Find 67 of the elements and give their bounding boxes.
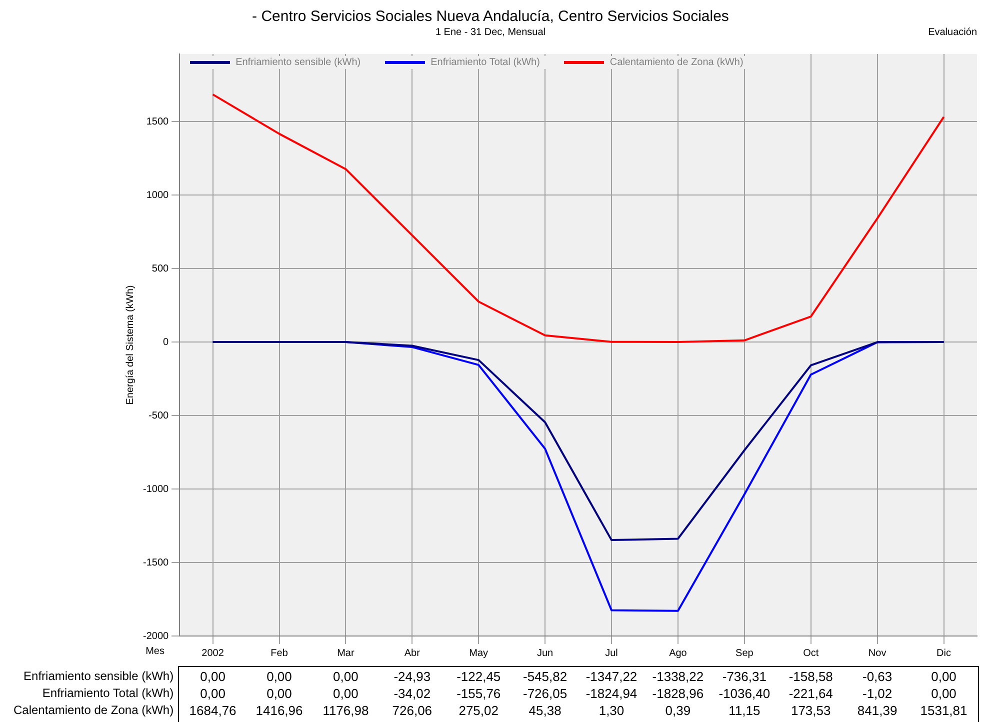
x-tick-label: Dic <box>936 648 951 659</box>
x-tick-label: May <box>469 648 488 659</box>
y-axis-title: Energía del Sistema (kWh) <box>124 285 136 405</box>
data-label: -736,31 <box>722 669 766 684</box>
data-label: 841,39 <box>857 703 898 718</box>
legend-label: Calentamiento de Zona (kWh) <box>608 57 744 68</box>
data-label: 45,38 <box>528 703 562 718</box>
y-tick-label: 500 <box>152 263 170 274</box>
data-label: -34,02 <box>394 686 431 701</box>
data-label: 1,30 <box>598 703 624 718</box>
x-tick-label: Sep <box>736 648 754 659</box>
x-tick-label: Oct <box>803 648 819 659</box>
data-label: -158,58 <box>788 669 833 684</box>
data-label: -726,05 <box>523 686 568 701</box>
text: Enfriamiento sensible (kWh) <box>24 669 174 683</box>
data-label: 0,00 <box>333 669 358 684</box>
text: Enfriamiento Total (kWh) <box>42 686 174 700</box>
data-label: -1338,22 <box>652 669 704 684</box>
x-tick-label: Jul <box>605 648 618 659</box>
legend-label: Enfriamiento sensible (kWh) <box>234 57 361 68</box>
data-label: -1824,94 <box>586 686 638 701</box>
data-label: 0,00 <box>266 669 292 684</box>
data-label: -0,63 <box>862 669 892 684</box>
x-tick-label: Feb <box>270 648 288 659</box>
x-tick-label: Nov <box>868 648 886 659</box>
data-label: -122,45 <box>456 669 501 684</box>
data-label: 275,02 <box>458 703 498 718</box>
x-tick-label: Ago <box>669 648 688 659</box>
data-label: -545,82 <box>523 669 568 684</box>
y-tick-label: 1000 <box>146 190 170 201</box>
y-tick-label: -1000 <box>143 484 170 495</box>
data-label: 0,00 <box>200 686 226 701</box>
data-label: 173,53 <box>790 703 831 718</box>
x-tick-label: 2002 <box>202 648 224 659</box>
chart-subtitle: 1 Ene - 31 Dec, Mensual <box>435 27 546 38</box>
x-tick-label: Jun <box>537 648 554 659</box>
data-label: 0,00 <box>333 686 358 701</box>
data-label: 1684,76 <box>189 703 236 718</box>
data-label: -1347,22 <box>586 669 638 684</box>
data-label: 1416,96 <box>256 703 303 718</box>
data-label: 0,00 <box>931 686 956 701</box>
data-label: -155,76 <box>456 686 501 701</box>
data-label: 0,39 <box>665 703 691 718</box>
x-tick-label: Abr <box>404 648 421 659</box>
y-tick-label: 1500 <box>146 116 170 128</box>
y-tick-label: -500 <box>148 410 170 422</box>
data-label: 726,06 <box>392 703 432 718</box>
x-tick-label: Mar <box>337 648 355 659</box>
text: Calentamiento de Zona (kWh) <box>14 703 174 717</box>
y-tick-label: 0 <box>163 336 170 348</box>
data-label: 1176,98 <box>322 703 369 718</box>
data-label: 11,15 <box>728 703 760 718</box>
chart-title: - Centro Servicios Sociales Nueva Andalucía, Centro Servicios Sociales <box>251 8 730 25</box>
text: Evaluación <box>928 27 977 38</box>
data-label: -221,64 <box>788 686 833 701</box>
data-label: 1531,81 <box>920 703 968 718</box>
legend-label: Enfriamiento Total (kWh) <box>430 57 540 68</box>
y-tick-label: -1500 <box>143 557 170 568</box>
data-label: 0,00 <box>931 669 956 684</box>
data-label: 0,00 <box>200 669 226 684</box>
y-tick-label: -2000 <box>143 630 170 642</box>
data-label: 0,00 <box>266 686 292 701</box>
x-axis-title: Mes <box>146 646 164 657</box>
data-label: -1,02 <box>862 686 892 701</box>
data-label: -24,93 <box>394 669 431 684</box>
data-label: -1828,96 <box>652 686 704 701</box>
data-label: -1036,40 <box>718 686 770 701</box>
